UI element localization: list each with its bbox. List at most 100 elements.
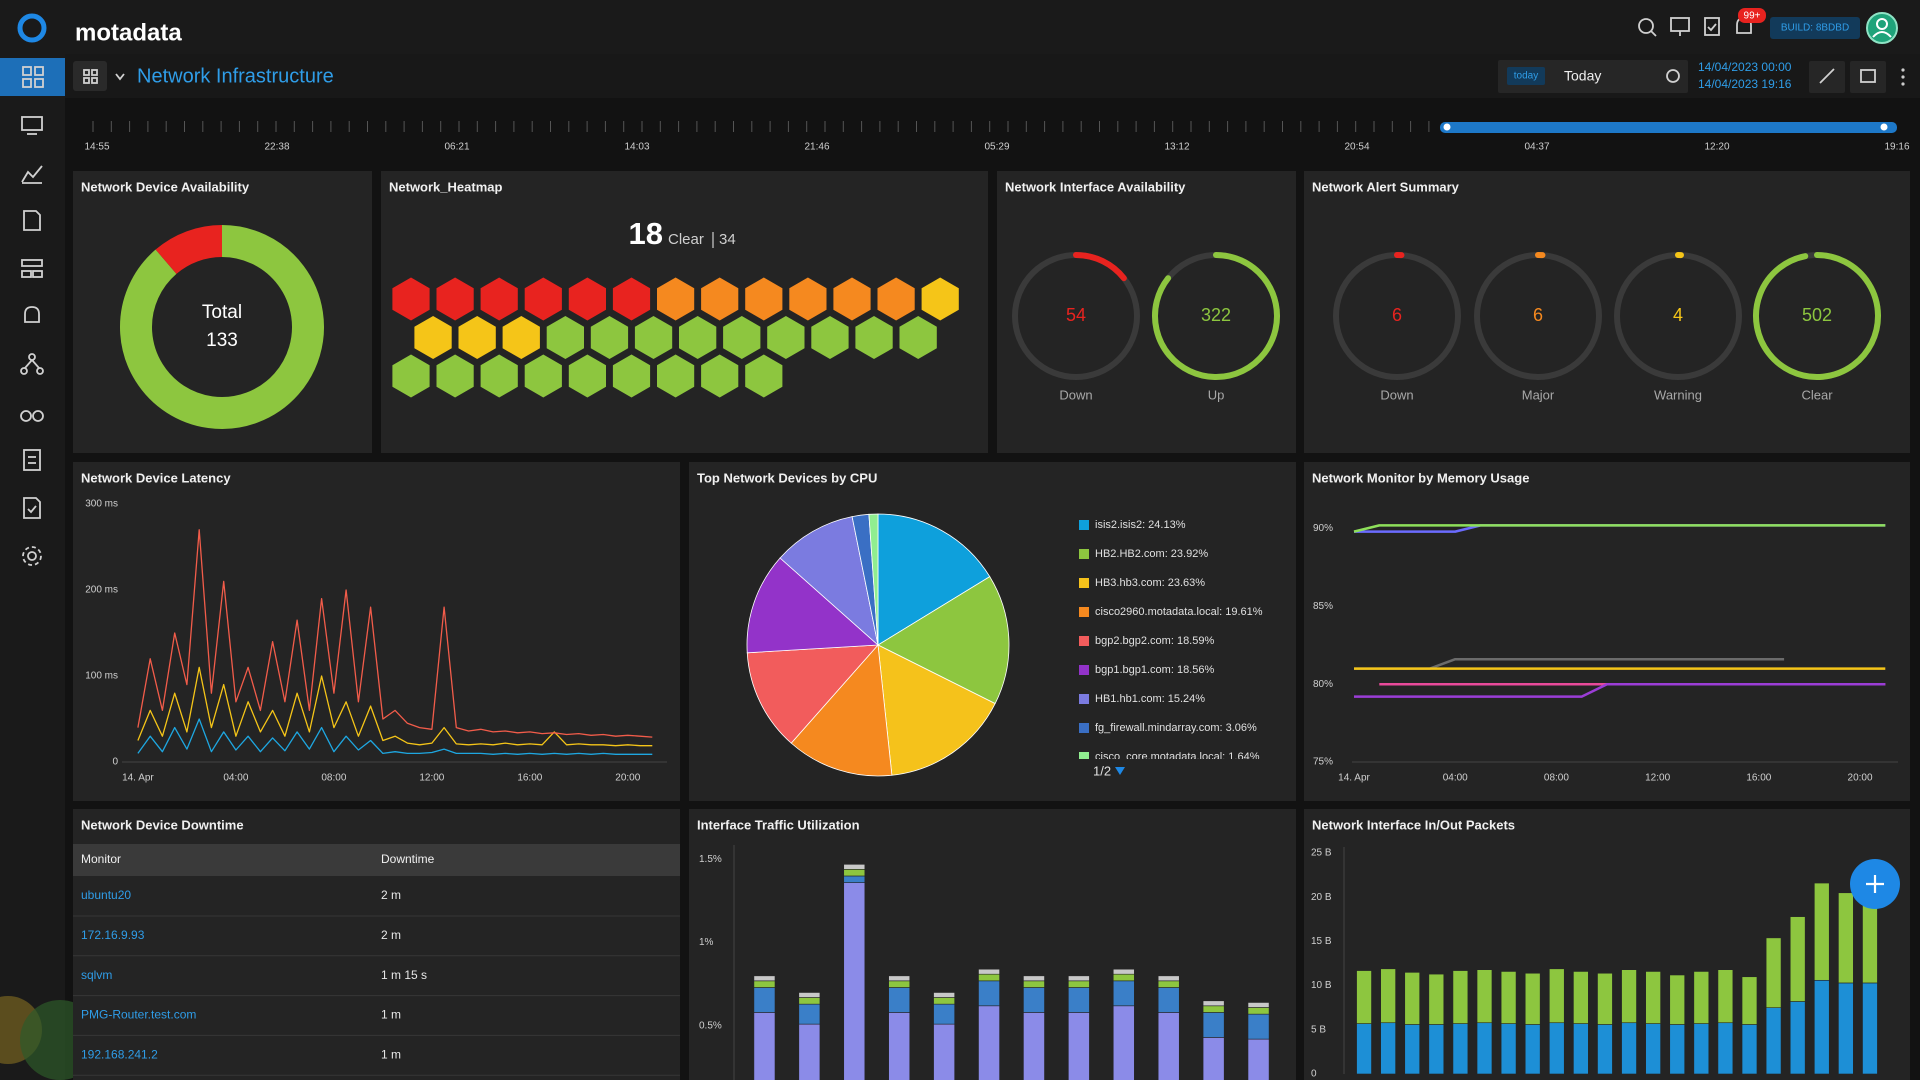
dropdown-chevron[interactable] — [115, 73, 125, 81]
legend-label: bgp1.bgp1.com: 18.56% — [1095, 664, 1214, 676]
timeline-selection[interactable] — [1440, 122, 1897, 133]
bar-segment — [933, 1003, 955, 1025]
legend-swatch — [1079, 665, 1089, 675]
dashboard-switcher[interactable] — [73, 61, 107, 91]
bar-segment — [1112, 1005, 1135, 1080]
y-tick-label: 10 B — [1311, 980, 1332, 991]
bar-segment — [1573, 971, 1589, 1024]
bar-segment — [1500, 971, 1517, 1024]
timeline-handle[interactable] — [1443, 123, 1451, 131]
nav-monitors[interactable] — [21, 116, 43, 135]
bar-segment — [843, 875, 866, 883]
heatmap-cell — [480, 277, 518, 321]
downtime-value: 2 m — [381, 888, 401, 902]
bar-segment — [1404, 1024, 1420, 1075]
bar-segment — [1838, 982, 1854, 1075]
nav-topology[interactable] — [21, 259, 43, 278]
bar-segment — [1112, 968, 1135, 975]
timeline-label: 12:20 — [1704, 142, 1729, 153]
more-menu[interactable] — [1901, 68, 1905, 86]
y-tick-label: 0.5% — [699, 1020, 722, 1031]
downtime-value: 1 m — [381, 1047, 401, 1061]
legend-next[interactable] — [1115, 767, 1125, 775]
nav-network[interactable] — [20, 353, 44, 375]
monitor-link[interactable]: PMG-Router.test.com — [81, 1008, 196, 1022]
heatmap-cell — [612, 354, 651, 398]
bar-segment — [798, 992, 821, 998]
widget-body: 0 100 ms 200 ms 300 ms 14. Apr 04:00 08:00 12:0… — [85, 499, 667, 784]
y-tick-label: 1.5% — [699, 854, 722, 865]
nav-audit[interactable] — [23, 449, 41, 471]
y-tick-label: 5 B — [1311, 1024, 1326, 1035]
bar-segment — [1247, 1002, 1270, 1008]
dashboard-title: Network Infrastructure — [137, 65, 334, 87]
gauge-arc — [1152, 252, 1280, 380]
heatmap-cell — [789, 277, 827, 321]
widget-body: 75% 80% 85% 90% 14. Apr 04:00 08:00 12:00 16:00 2… — [1313, 523, 1898, 784]
bar-segment — [1645, 971, 1661, 1024]
heatmap-cell — [392, 354, 430, 398]
pie-slice — [877, 513, 991, 646]
downtime-value: 1 m 15 s — [381, 968, 427, 982]
nav-explorer[interactable] — [20, 410, 44, 422]
table-header — [73, 844, 680, 876]
y-tick-label: 1% — [699, 937, 714, 948]
bar-segment — [753, 987, 776, 1013]
timeline-label: 05:29 — [984, 142, 1009, 153]
export-button[interactable] — [1850, 61, 1886, 93]
nav-alerts[interactable] — [24, 306, 40, 323]
bar-segment — [978, 968, 1000, 975]
bar-segment — [1112, 973, 1135, 982]
logo[interactable]: motadata — [75, 19, 182, 46]
bar-segment — [1500, 1023, 1517, 1075]
column-header: Downtime — [381, 852, 435, 866]
bar-segment — [1717, 969, 1734, 1024]
nav-dashboards[interactable] — [22, 66, 44, 88]
bar-segment — [1549, 968, 1565, 1024]
widget-body: Total 133 — [120, 225, 324, 429]
x-tick-label: 14. Apr — [1338, 773, 1370, 784]
nav-settings[interactable] — [22, 546, 42, 566]
logo-icon[interactable] — [17, 13, 47, 43]
bar-segment — [1157, 1012, 1180, 1080]
bar-segment — [933, 1023, 955, 1080]
nav-compliance[interactable] — [23, 497, 41, 519]
bar-segment — [1068, 980, 1090, 988]
gauge-value: 6 — [1533, 305, 1543, 325]
bar-segment — [1452, 1023, 1469, 1075]
bar-segment — [933, 992, 955, 998]
bar-segment — [1068, 975, 1090, 982]
time-range-picker[interactable] — [1498, 60, 1688, 93]
y-tick-label: 200 ms — [85, 585, 118, 596]
monitor-link[interactable]: sqlvm — [81, 968, 112, 982]
bar-segment — [1247, 1013, 1270, 1040]
timeline-label: 13:12 — [1164, 142, 1189, 153]
bar-segment — [1380, 968, 1396, 1024]
heatmap-cell — [590, 316, 629, 359]
nav-metrics[interactable] — [21, 165, 43, 184]
clear-range[interactable] — [1666, 69, 1680, 83]
bar-segment — [1645, 1023, 1661, 1075]
bar-segment — [1023, 980, 1045, 988]
widget-title: Top Network Devices by CPU — [697, 470, 877, 485]
monitor-link[interactable]: ubuntu20 — [81, 888, 131, 902]
bar-segment — [1356, 1023, 1372, 1075]
bar-segment — [753, 975, 776, 982]
monitor-icon[interactable] — [1670, 17, 1690, 36]
search-icon[interactable] — [1638, 18, 1657, 37]
heatmap-cell — [855, 316, 893, 359]
user-avatar-head — [1876, 18, 1888, 30]
tasks-icon[interactable] — [1704, 17, 1720, 36]
y-tick-label: 85% — [1313, 601, 1333, 612]
pie-slice — [868, 513, 879, 646]
gauge-value: 6 — [1392, 305, 1402, 325]
timeline-handle[interactable] — [1880, 123, 1888, 131]
nav-reports[interactable] — [23, 210, 41, 231]
monitor-link[interactable]: 192.168.241.2 — [81, 1047, 158, 1061]
bar-segment — [1549, 1022, 1565, 1075]
export-icon — [1860, 69, 1876, 83]
heatmap-cell — [524, 354, 562, 398]
range-tag-label: today — [1514, 71, 1538, 82]
monitor-link[interactable]: 172.16.9.93 — [81, 928, 145, 942]
bar-segment — [1621, 969, 1637, 1024]
